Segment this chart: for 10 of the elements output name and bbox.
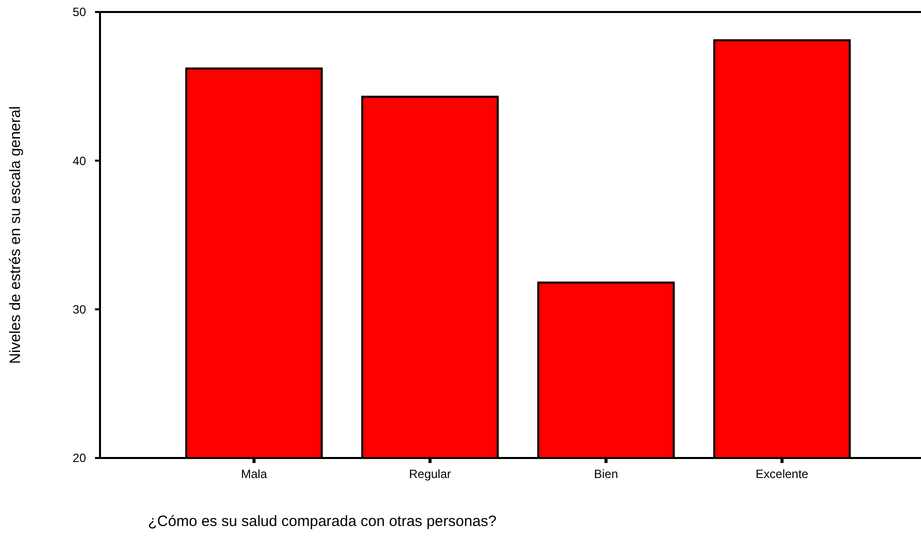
x-tick-label: Bien	[594, 467, 618, 481]
y-tick-label: 40	[72, 154, 86, 168]
x-tick-label: Regular	[408, 467, 452, 481]
y-tick-label: 20	[72, 451, 86, 466]
x-tick-label: Excelente	[756, 467, 809, 481]
y-tick-label: 30	[72, 302, 86, 317]
y-tick-label: 50	[72, 5, 86, 20]
y-axis-title: Niveles de estrés en su escala general	[7, 106, 24, 364]
x-tick-label: Mala	[240, 467, 268, 481]
x-axis-title: ¿Cómo es su salud comparada con otras personas?	[148, 513, 497, 530]
